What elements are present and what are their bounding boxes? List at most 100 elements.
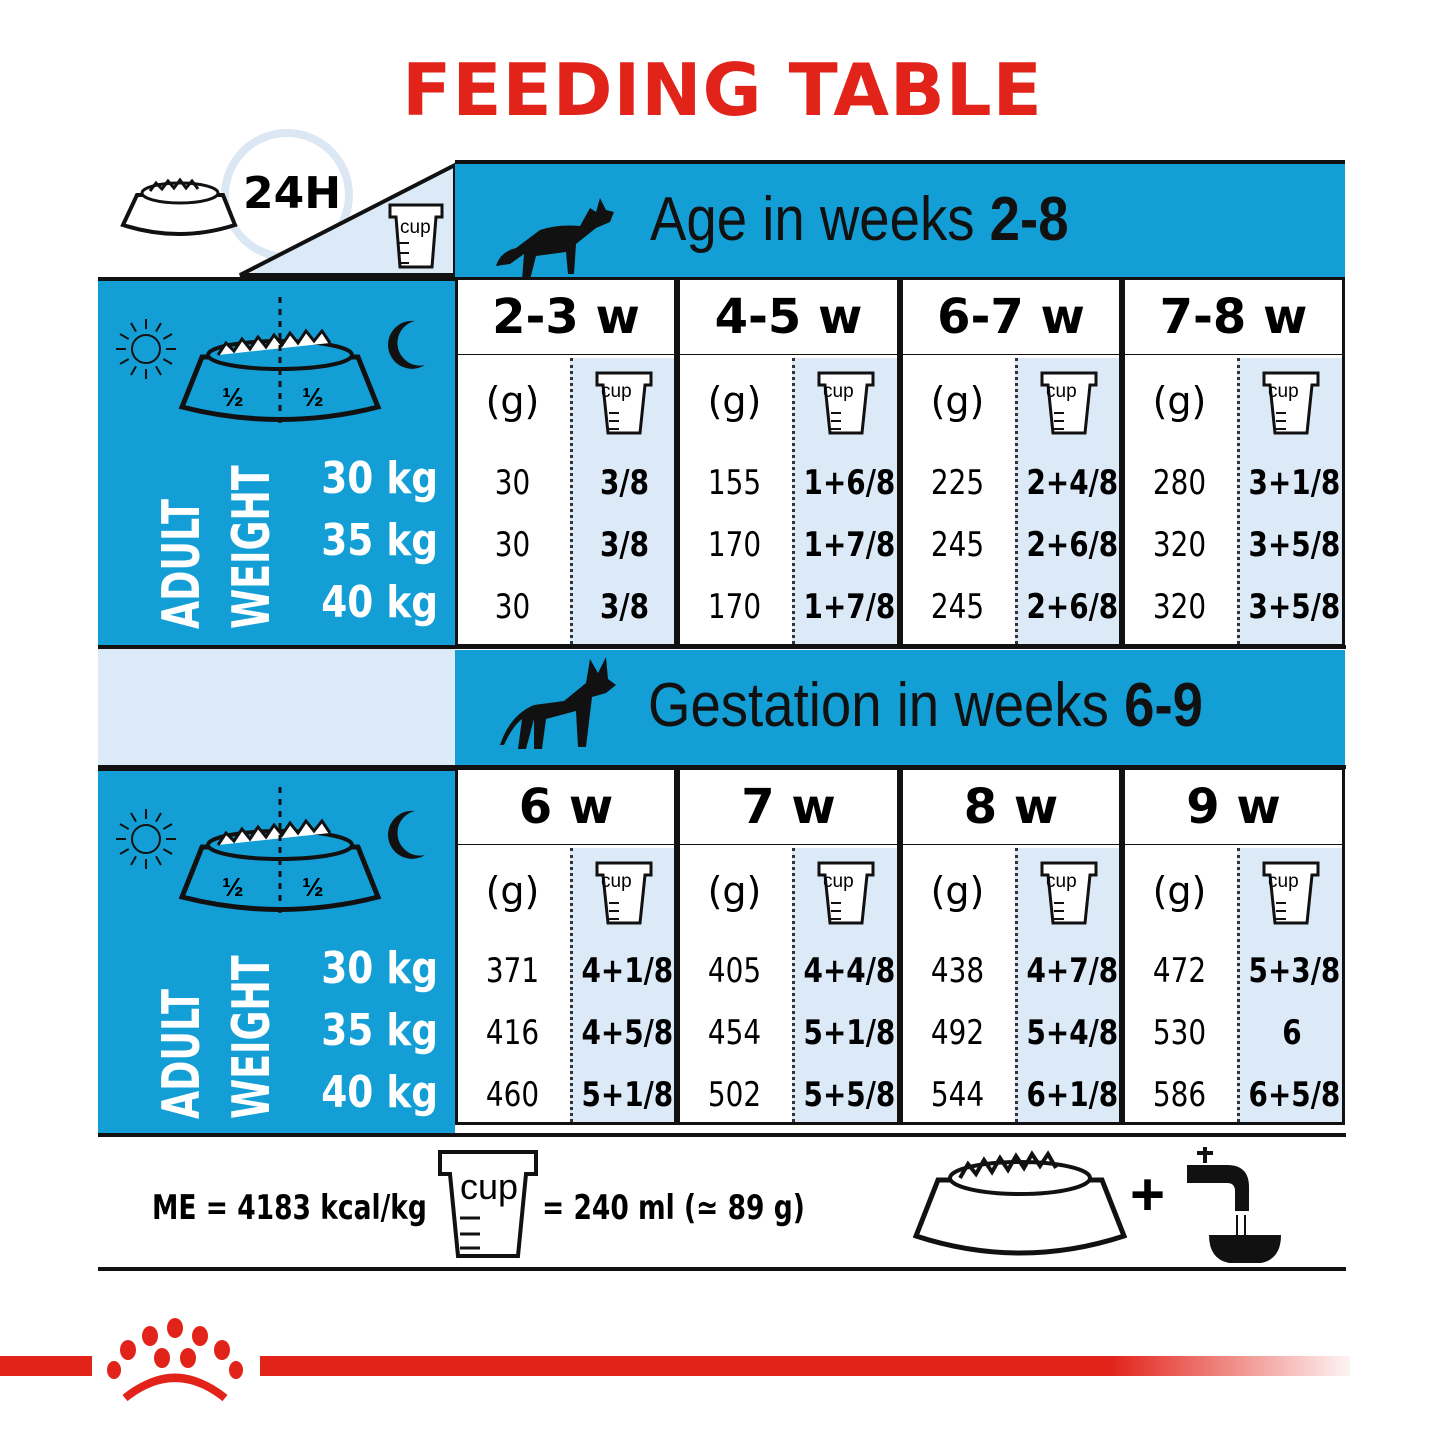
weight-value: 30 kg — [321, 453, 438, 504]
cup-label: cup — [1046, 871, 1077, 892]
cups-value: 2+6/8 — [1026, 587, 1119, 627]
moon-icon — [388, 810, 425, 859]
cups-value: 5+4/8 — [1026, 1013, 1119, 1053]
grams-header: (g) — [1152, 379, 1207, 423]
cups-value: 3+5/8 — [1248, 525, 1341, 565]
section-title-range: 6-9 — [1124, 671, 1203, 740]
half-portion-day: ½ — [222, 382, 244, 412]
grams-value: 371 — [485, 951, 540, 991]
grams-value: 492 — [930, 1013, 985, 1053]
week-header: 9 w — [1122, 767, 1345, 847]
cups-value: 5+5/8 — [803, 1075, 896, 1115]
grams-value: 30 — [494, 463, 531, 503]
grams-value: 320 — [1152, 587, 1207, 627]
grams-header: (g) — [930, 379, 985, 423]
cup-icon — [817, 371, 875, 435]
cups-value: 2+4/8 — [1026, 463, 1119, 503]
section-title-range: 2-8 — [989, 185, 1069, 254]
adult-label: ADULT — [152, 499, 212, 629]
week-header: 6-7 w — [900, 277, 1122, 357]
water-tap-icon — [1187, 1147, 1281, 1263]
half-portion-night: ½ — [302, 382, 324, 412]
grams-value: 530 — [1152, 1013, 1207, 1053]
day-night-bowl — [116, 297, 425, 427]
cups-value: 5+1/8 — [803, 1013, 896, 1053]
section-divider — [98, 765, 1346, 769]
gestation-left-spacer — [98, 649, 455, 765]
cup-label: cup — [460, 1166, 519, 1207]
footer-divider — [98, 1267, 1346, 1271]
cups-value: 3/8 — [600, 463, 649, 503]
weight-label: WEIGHT — [222, 465, 282, 629]
grams-value: 155 — [707, 463, 762, 503]
day-night-bowl — [116, 787, 425, 917]
food-bowl-icon — [912, 1150, 1128, 1256]
brand-bar-left — [0, 1356, 92, 1376]
weight-value: 35 kg — [321, 515, 438, 566]
grams-value: 225 — [930, 463, 985, 503]
dog-icon — [500, 657, 616, 749]
grams-value: 544 — [930, 1075, 985, 1115]
cup-label: cup — [601, 381, 632, 402]
cups-value: 6 — [1282, 1013, 1302, 1053]
cups-value: 1+7/8 — [803, 587, 896, 627]
cup-label: cup — [601, 871, 632, 892]
header-corner — [120, 129, 457, 277]
adult-label: ADULT — [152, 989, 212, 1119]
cup-icon — [438, 1150, 538, 1258]
cup-icon — [1040, 371, 1098, 435]
cups-value: 1+7/8 — [803, 525, 896, 565]
week-header: 6 w — [455, 767, 677, 847]
cup-icon — [595, 371, 653, 435]
cups-value: 4+7/8 — [1026, 951, 1119, 991]
grams-value: 30 — [494, 525, 531, 565]
cup-label: cup — [823, 871, 854, 892]
cups-value: 4+4/8 — [803, 951, 896, 991]
grams-value: 472 — [1152, 951, 1207, 991]
weight-value: 40 kg — [321, 1067, 438, 1118]
cups-value: 3+1/8 — [1248, 463, 1341, 503]
grams-header: (g) — [930, 869, 985, 913]
grams-value: 320 — [1152, 525, 1207, 565]
grams-value: 586 — [1152, 1075, 1207, 1115]
grams-value: 280 — [1152, 463, 1207, 503]
week-header: 2-3 w — [455, 277, 677, 357]
weight-value: 35 kg — [321, 1005, 438, 1056]
grams-value: 170 — [707, 587, 762, 627]
bowl-icon — [178, 297, 382, 427]
brand-bar — [260, 1356, 1350, 1376]
cups-value: 4+5/8 — [581, 1013, 674, 1053]
cup-icon — [595, 861, 653, 925]
section-title: Gestation in weeks 6-9 — [648, 670, 1203, 741]
cup-label: cup — [823, 381, 854, 402]
cups-value: 3/8 — [600, 587, 649, 627]
cups-value: 5+3/8 — [1248, 951, 1341, 991]
weight-value: 30 kg — [321, 943, 438, 994]
cup-icon — [1262, 861, 1320, 925]
sun-icon — [116, 319, 176, 379]
week-header: 4-5 w — [677, 277, 900, 357]
cups-value: 4+1/8 — [581, 951, 674, 991]
grams-value: 502 — [707, 1075, 762, 1115]
cup-icon — [1040, 861, 1098, 925]
cups-value: 3+5/8 — [1248, 587, 1341, 627]
cup-icon — [817, 861, 875, 925]
cups-value: 6+5/8 — [1248, 1075, 1341, 1115]
grams-header: (g) — [707, 379, 762, 423]
cups-value: 6+1/8 — [1026, 1075, 1119, 1115]
cups-value: 5+1/8 — [581, 1075, 674, 1115]
grams-value: 30 — [494, 587, 531, 627]
grams-value: 438 — [930, 951, 985, 991]
cups-value: 2+6/8 — [1026, 525, 1119, 565]
section-title: Age in weeks 2-8 — [650, 184, 1069, 255]
cup-label: cup — [1046, 381, 1077, 402]
week-header: 8 w — [900, 767, 1122, 847]
cups-value: 3/8 — [600, 525, 649, 565]
section-title-text: Age in weeks — [650, 185, 990, 254]
cup-label: cup — [1268, 381, 1299, 402]
section-title-text: Gestation in weeks — [648, 671, 1125, 740]
grams-value: 245 — [930, 525, 985, 565]
grams-value: 405 — [707, 951, 762, 991]
cup-icon — [388, 203, 444, 269]
weight-value: 40 kg — [321, 577, 438, 628]
